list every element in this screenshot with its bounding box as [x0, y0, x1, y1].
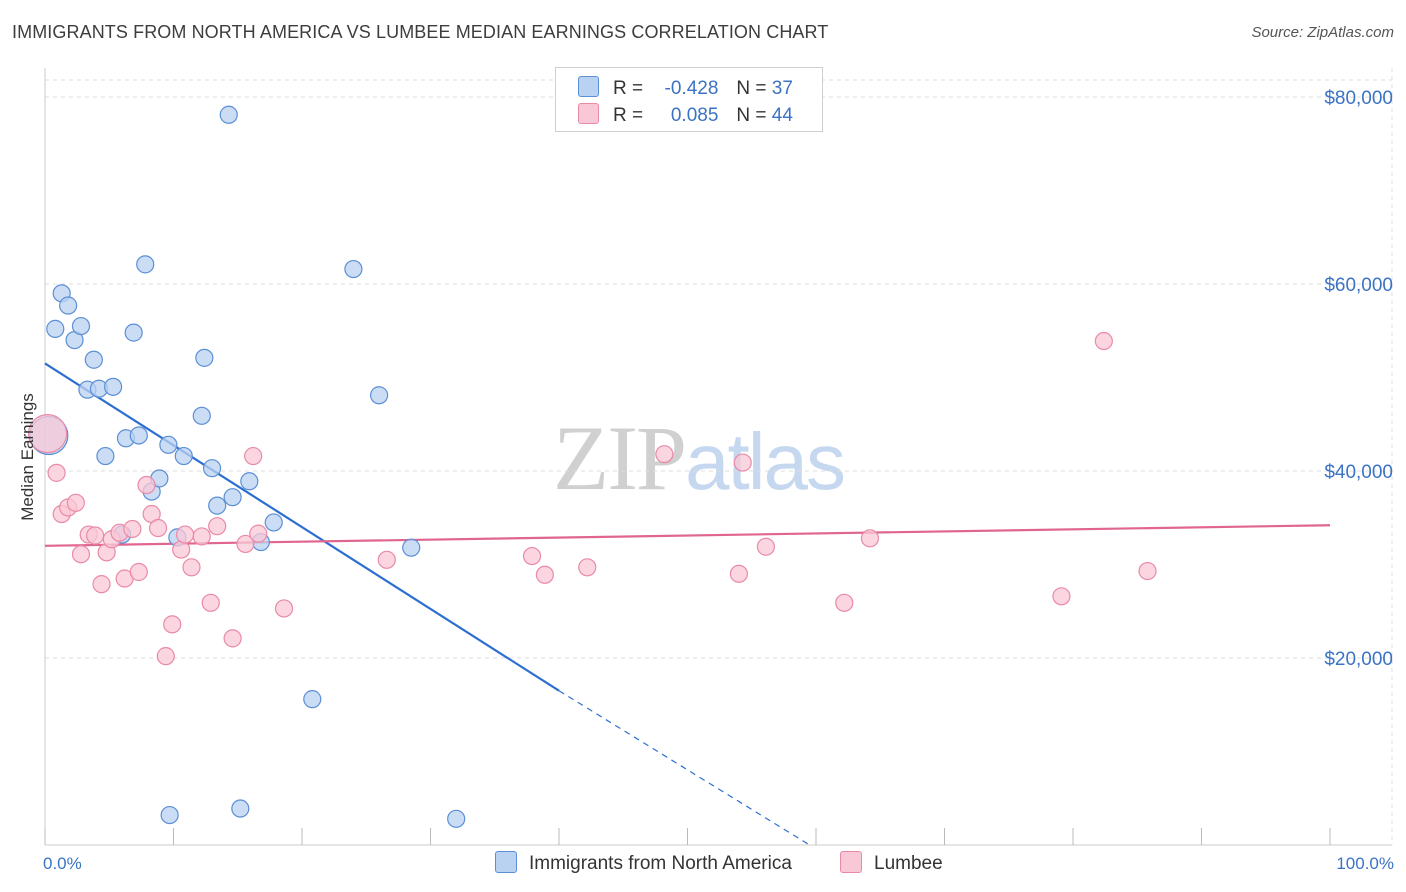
- lumbee-point: [92, 575, 111, 594]
- immigrants-trend-extension: [558, 690, 810, 846]
- data-points: [27, 105, 1157, 828]
- legend-r-label: R =: [613, 78, 644, 99]
- lumbee-point: [535, 565, 554, 584]
- series-name: Lumbee: [874, 853, 943, 874]
- immigrants-point: [219, 105, 238, 124]
- lumbee-point: [1094, 331, 1113, 351]
- legend-r-value: -0.428: [664, 78, 719, 99]
- immigrants-point: [46, 319, 65, 338]
- immigrants-point: [59, 296, 78, 315]
- lumbee-point: [129, 562, 148, 582]
- lumbee-point: [137, 475, 156, 495]
- immigrants-point: [124, 323, 143, 342]
- axes: [44, 68, 1392, 846]
- lumbee-point: [163, 615, 182, 634]
- source-label: Source: ZipAtlas.com: [1251, 24, 1394, 41]
- immigrants-point: [84, 350, 103, 369]
- immigrants-point: [240, 472, 259, 491]
- lumbee-point: [148, 518, 168, 538]
- axis-labels: $20,000 $40,000 $60,000 $80,000 0.0% 100.0% Me…: [18, 88, 1394, 873]
- immigrants-point: [136, 255, 155, 274]
- blue-swatch-icon: [578, 76, 599, 97]
- immigrants-point: [160, 805, 179, 825]
- lumbee-point: [66, 493, 85, 512]
- blue-swatch-icon: [495, 851, 517, 873]
- x-tick-label: 0.0%: [43, 854, 82, 873]
- watermark: ZIPatlas: [553, 405, 846, 511]
- immigrants-point: [231, 799, 250, 818]
- watermark-atlas: atlas: [685, 417, 846, 506]
- lumbee-point: [522, 546, 542, 566]
- y-tick-label: $80,000: [1324, 88, 1393, 109]
- series-name: Immigrants from North America: [529, 853, 792, 874]
- lumbee-point: [274, 599, 294, 618]
- immigrants-point: [303, 690, 322, 709]
- immigrants-point: [264, 513, 283, 532]
- lumbee-point: [156, 647, 175, 666]
- legend-row-blue: R = -0.428 N = 37: [578, 76, 793, 100]
- lumbee-point: [86, 526, 105, 545]
- lumbee-point: [208, 517, 227, 536]
- immigrants-trend-line: [44, 362, 560, 692]
- lumbee-point: [1138, 561, 1157, 581]
- lumbee-point: [733, 453, 752, 472]
- lumbee-point: [249, 524, 268, 543]
- immigrants-point: [223, 488, 242, 507]
- lumbee-point: [47, 463, 66, 482]
- lumbee-point: [27, 414, 68, 454]
- lumbee-point: [756, 537, 775, 556]
- immigrants-point: [208, 496, 227, 515]
- lumbee-point: [578, 558, 597, 577]
- lumbee-point: [223, 629, 242, 648]
- immigrants-point: [104, 377, 123, 396]
- immigrants-point: [344, 259, 363, 279]
- immigrants-point: [195, 348, 214, 367]
- correlation-legend: R = -0.428 N = 37 R = 0.085 N = 44: [555, 67, 823, 132]
- immigrants-point: [71, 316, 91, 336]
- x-tick-label: 100.0%: [1336, 854, 1394, 873]
- y-tick-label: $60,000: [1324, 275, 1393, 296]
- legend-n-value: 44: [771, 105, 793, 126]
- lumbee-point: [172, 540, 191, 559]
- immigrants-point: [370, 386, 389, 405]
- lumbee-point: [377, 550, 396, 569]
- lumbee-point: [835, 593, 854, 612]
- immigrants-point: [202, 459, 222, 478]
- lumbee-point: [860, 529, 880, 548]
- y-tick-label: $40,000: [1324, 462, 1393, 483]
- lumbee-point: [1052, 587, 1071, 606]
- lumbee-point: [201, 593, 220, 612]
- lumbee-point: [729, 564, 749, 583]
- legend-r-label: R =: [613, 105, 644, 126]
- lumbee-point: [175, 525, 195, 544]
- y-tick-label: $20,000: [1324, 649, 1393, 670]
- immigrants-point: [447, 809, 466, 828]
- immigrants-point: [159, 435, 178, 454]
- immigrants-point: [402, 538, 421, 557]
- lumbee-point: [71, 545, 91, 564]
- series-legend-lumbee: Lumbee: [840, 851, 943, 875]
- legend-n-label: N =: [736, 105, 767, 126]
- immigrants-point: [192, 406, 211, 425]
- legend-n-label: N =: [736, 78, 767, 99]
- lumbee-point: [192, 527, 211, 546]
- legend-r-value: 0.085: [670, 105, 719, 126]
- lumbee-point: [244, 446, 263, 466]
- immigrants-point: [96, 446, 115, 466]
- legend-row-pink: R = 0.085 N = 44: [578, 103, 793, 127]
- series-legend-immigrants: Immigrants from North America: [495, 851, 792, 875]
- lumbee-point: [123, 519, 142, 539]
- legend-n-value: 37: [771, 78, 793, 99]
- lumbee-point: [655, 445, 674, 464]
- pink-swatch-icon: [578, 103, 599, 124]
- immigrants-point: [174, 446, 193, 466]
- chart-title: IMMIGRANTS FROM NORTH AMERICA VS LUMBEE …: [12, 22, 829, 42]
- immigrants-point: [129, 426, 148, 445]
- lumbee-point: [236, 534, 255, 554]
- trend-lines: [44, 362, 1331, 846]
- lumbee-point: [182, 558, 201, 577]
- y-axis-label: Median Earnings: [18, 393, 37, 521]
- pink-swatch-icon: [840, 851, 862, 873]
